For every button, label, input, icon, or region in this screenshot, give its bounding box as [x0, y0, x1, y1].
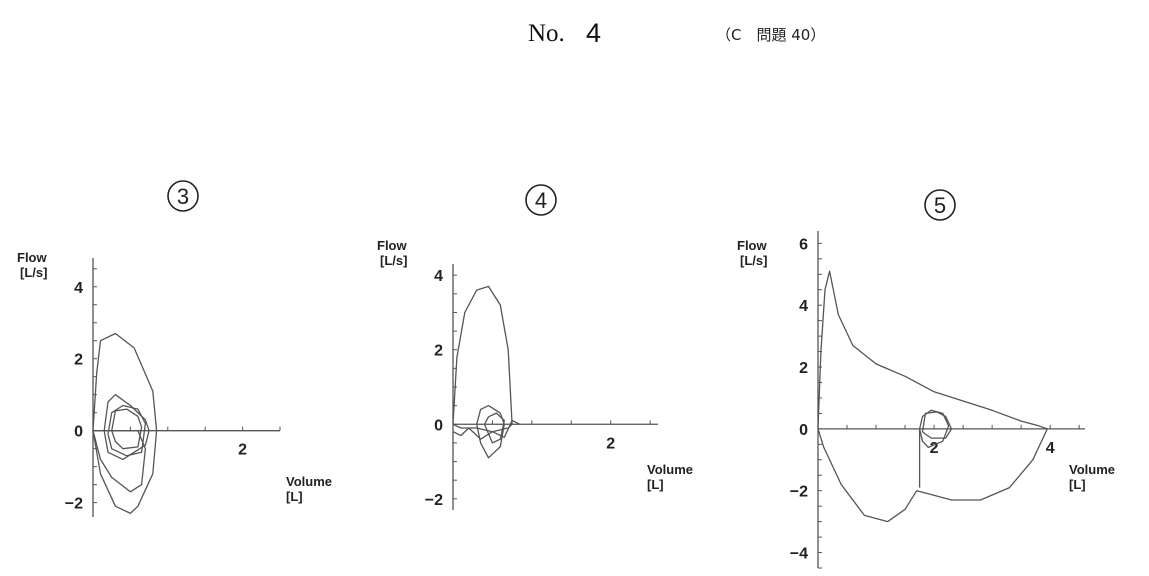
y-tick-label: 0: [74, 424, 83, 441]
x-tick-label: 2: [606, 435, 615, 452]
chart-panel-5: 5 −4 −2 0 2 4 6 2 4 Flow [L/s] Volume [L]: [737, 189, 1115, 569]
panel-number: 5: [934, 193, 946, 218]
y-axis-label-line: Flow: [17, 250, 47, 265]
flow-volume-loop-2: [817, 428, 1048, 523]
flow-volume-loop-5: [111, 408, 143, 450]
flow-volume-loop-1: [92, 332, 158, 515]
problem-number: 4: [586, 18, 602, 48]
y-tick-label: −2: [790, 484, 808, 501]
y-tick-label: 0: [434, 417, 443, 434]
x-tick-label: 4: [1046, 440, 1055, 457]
panel-number: 3: [177, 184, 189, 209]
y-tick-label: 0: [799, 422, 808, 439]
x-axis-label-line: Volume: [286, 474, 332, 489]
y-axis-label-line: Flow: [377, 238, 407, 253]
y-axis-label-line: Flow: [737, 238, 767, 253]
y-tick-label: 2: [74, 352, 83, 369]
y-axis-label: Flow [L/s]: [737, 238, 767, 268]
y-tick-label: 2: [434, 343, 443, 360]
panel-number-circle: [167, 180, 199, 212]
chart-panel-3: 3 −2 0 2 4 2 Flow [L/s] Volume [L]: [17, 180, 332, 517]
y-tick-label: 2: [799, 360, 808, 377]
x-axis-label-line: [L]: [647, 477, 664, 492]
panel-number-circle: [525, 184, 557, 216]
x-tick-label: 2: [238, 442, 247, 459]
y-tick-label: 4: [74, 280, 83, 297]
problem-no-label: No.: [528, 20, 565, 47]
panel-number: 4: [535, 188, 547, 213]
x-axis-label: Volume [L]: [286, 474, 332, 504]
y-tick-label: −4: [790, 546, 808, 563]
y-tick-label: −2: [425, 492, 443, 509]
y-axis-label-line: [L/s]: [740, 253, 767, 268]
flow-volume-loop-1: [452, 285, 513, 433]
x-axis-label-line: Volume: [1069, 462, 1115, 477]
y-tick-label: 6: [799, 236, 808, 253]
y-tick-label: −2: [65, 496, 83, 513]
panel-number-circle: [924, 189, 956, 221]
flow-volume-loop-2: [476, 404, 505, 459]
y-axis-label: Flow [L/s]: [17, 250, 47, 280]
x-axis-label: Volume [L]: [1069, 462, 1115, 492]
flow-volume-loop-1: [817, 270, 1048, 430]
y-tick-label: 4: [799, 298, 808, 315]
question-reference: （C 問題 40）: [716, 26, 826, 44]
y-axis-label: Flow [L/s]: [377, 238, 407, 268]
x-axis-label-line: Volume: [647, 462, 693, 477]
chart-panel-4: 4 −2 0 2 4 2 Flow [L/s] Volume [L]: [377, 184, 693, 510]
y-axis-label-line: [L/s]: [380, 253, 407, 268]
y-tick-label: 4: [434, 268, 443, 285]
flow-volume-loop-2: [92, 430, 147, 493]
page-header: No. 4 （C 問題 40）: [0, 0, 1149, 70]
x-axis-label: Volume [L]: [647, 462, 693, 492]
x-axis-label-line: [L]: [286, 489, 303, 504]
x-tick-label: 2: [930, 440, 939, 457]
flow-volume-loop-3: [103, 394, 150, 461]
flow-volume-loop-4: [921, 411, 953, 439]
y-axis-label-line: [L/s]: [20, 265, 47, 280]
x-axis-label-line: [L]: [1069, 477, 1086, 492]
flow-volume-loop-3: [483, 412, 505, 444]
flow-volume-loop-4: [452, 419, 521, 440]
